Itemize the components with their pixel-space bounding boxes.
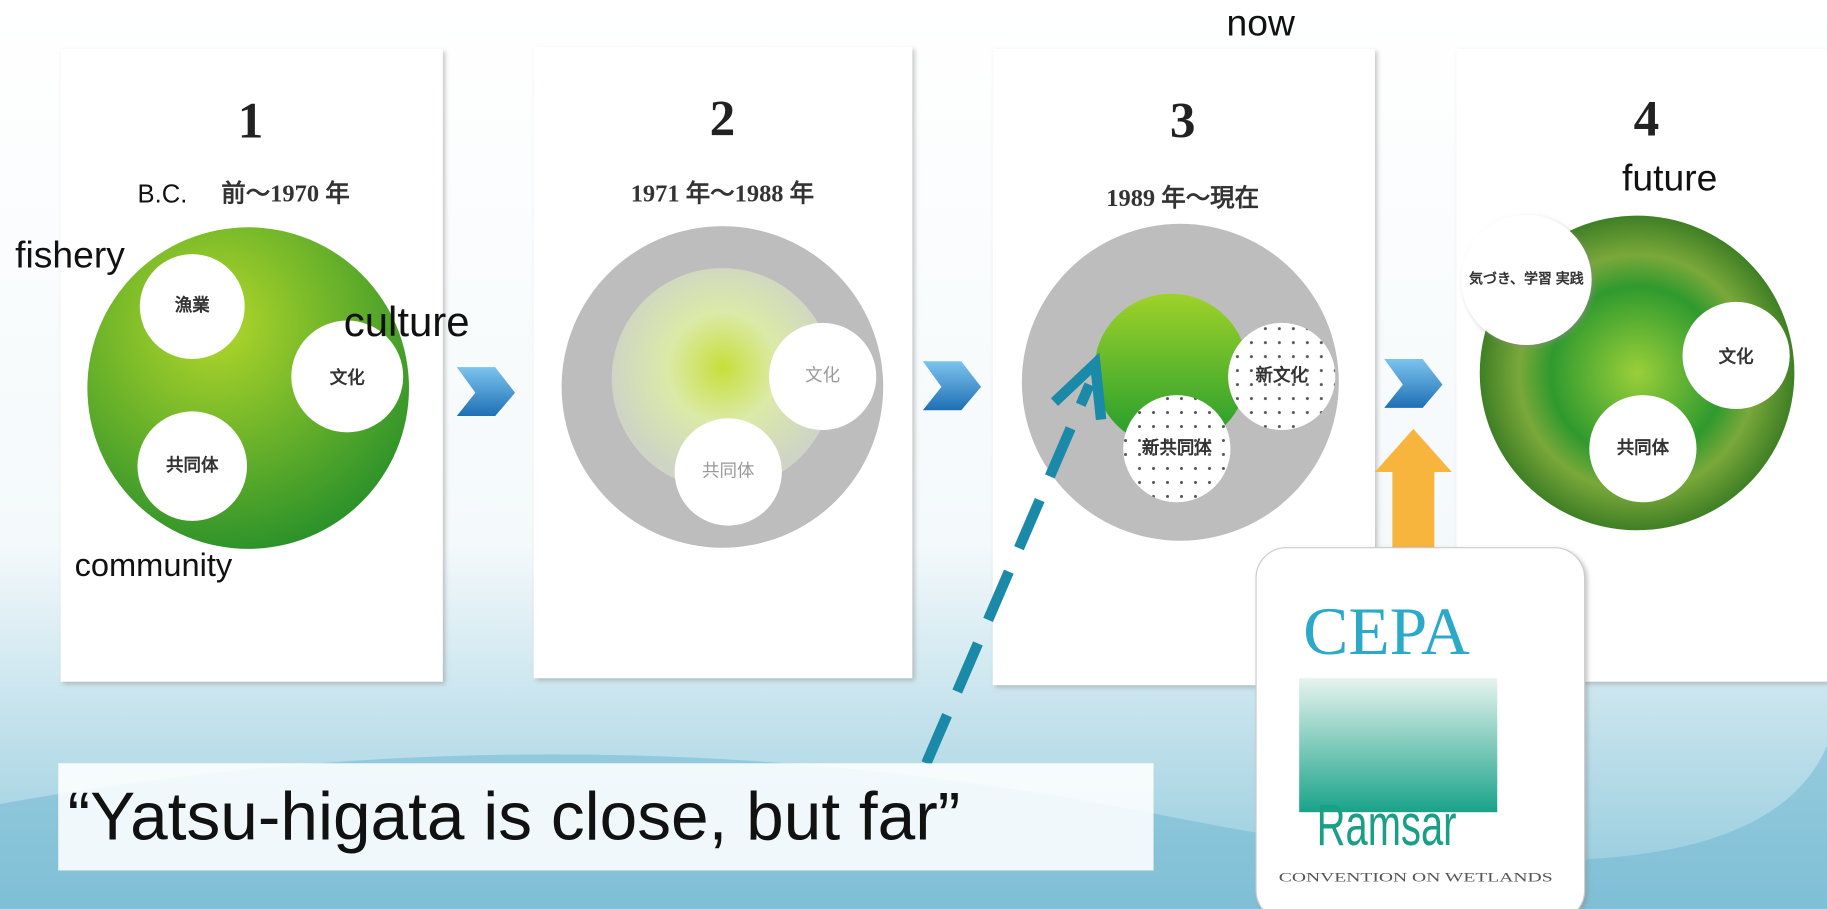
circle-label: 新共同体	[1142, 437, 1212, 457]
quote: “Yatsu-higata is close, but far”	[68, 779, 961, 854]
chevron	[922, 361, 982, 411]
panel-number: 3	[1170, 93, 1196, 150]
panel-period: 前～1970 年	[221, 178, 349, 207]
circle	[1228, 322, 1336, 431]
circle-label: 文化	[805, 365, 840, 385]
circle-label: 共同体	[166, 455, 219, 475]
arrow-head	[1050, 352, 1107, 421]
circle-label: 気づき、学習 実践	[1469, 270, 1584, 286]
logo-name: Ramsar	[1317, 793, 1457, 858]
circle	[1123, 395, 1231, 503]
annotation: B.C.	[137, 181, 187, 209]
panel-number: 1	[238, 93, 264, 150]
quote-box	[58, 763, 1154, 871]
annotation: now	[1227, 2, 1295, 44]
logo-caption: CONVENTION ON WETLANDS	[1279, 871, 1553, 885]
dashed-arrow	[921, 382, 1095, 766]
annotation: fishery	[15, 233, 125, 275]
circle-label: 共同体	[702, 461, 754, 481]
arrow-up	[1374, 428, 1452, 548]
circle	[769, 322, 877, 431]
logo-graphic	[1299, 678, 1498, 813]
panel-number: 4	[1634, 90, 1660, 147]
circle	[1589, 395, 1697, 503]
circle	[611, 268, 834, 490]
panel-period: 1989 年～現在	[1106, 183, 1259, 212]
circle	[291, 320, 404, 433]
circle-label: 文化	[330, 367, 365, 387]
logo-title: CEPA	[1303, 594, 1470, 669]
circle	[1682, 301, 1790, 410]
annotation: future	[1622, 157, 1717, 199]
circle-label: 新文化	[1255, 365, 1308, 385]
circle-label: 共同体	[1617, 437, 1670, 457]
circle	[139, 254, 245, 359]
circle-label: 文化	[1719, 346, 1754, 366]
annotation: culture	[344, 298, 470, 345]
circle	[674, 418, 782, 526]
chevron	[1384, 358, 1443, 408]
circle-label: 漁業	[175, 295, 210, 315]
panel-number: 2	[710, 90, 736, 147]
chevron	[456, 367, 516, 417]
annotation: community	[75, 546, 233, 583]
circle	[1461, 214, 1592, 345]
circle	[137, 411, 248, 521]
panel-period: 1971 年～1988 年	[631, 178, 814, 207]
